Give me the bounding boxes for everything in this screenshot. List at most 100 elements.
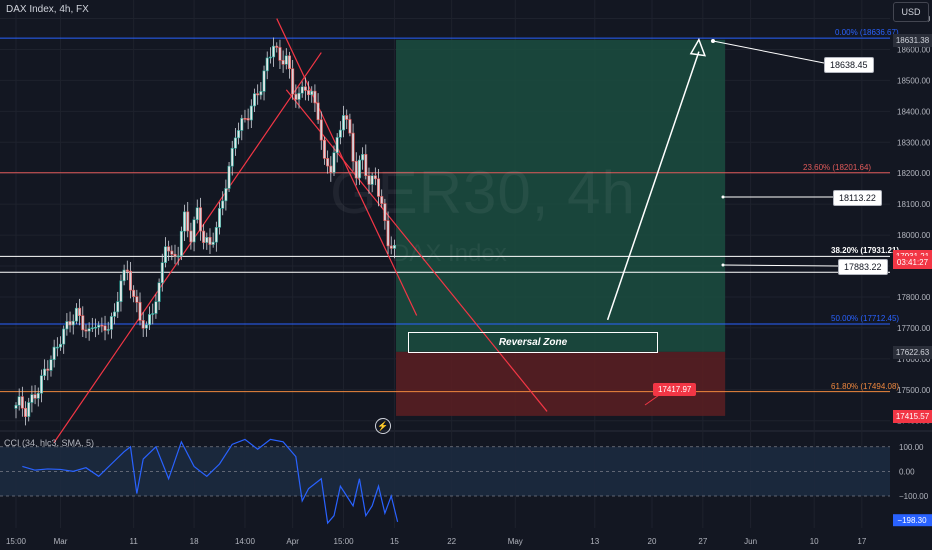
x-tick-label: 14:00 bbox=[235, 537, 256, 546]
candle-body bbox=[262, 70, 266, 92]
candle-body bbox=[351, 132, 355, 162]
candle-body bbox=[170, 250, 174, 255]
candle-body bbox=[74, 307, 78, 322]
candle-body bbox=[68, 321, 72, 326]
candle-body bbox=[230, 147, 234, 167]
x-tick-label: Apr bbox=[286, 537, 299, 546]
candle-body bbox=[367, 175, 371, 185]
y-tick-label: 18000.00 bbox=[897, 231, 931, 240]
fib-level-label: 61.80% (17494.08) bbox=[831, 381, 900, 391]
currency-button[interactable]: USD bbox=[893, 2, 929, 22]
candle-body bbox=[310, 90, 314, 96]
candle-body bbox=[39, 375, 43, 394]
candle-body bbox=[211, 241, 215, 245]
price-axis-tag: 03:41:27 bbox=[893, 256, 932, 270]
y-tick-label: 18600.00 bbox=[897, 45, 931, 54]
candle-body bbox=[14, 404, 18, 409]
entry-callout: 17883.22 bbox=[838, 259, 888, 275]
candle-body bbox=[87, 328, 91, 332]
candle-body bbox=[78, 307, 82, 316]
y-tick-label: 18100.00 bbox=[897, 200, 931, 209]
candle-body bbox=[300, 86, 304, 94]
candle-body bbox=[189, 230, 193, 243]
cci-value-text: −198.30 bbox=[897, 516, 927, 525]
x-tick-label: 15 bbox=[390, 537, 399, 546]
candle-body bbox=[106, 329, 110, 331]
arrow-head bbox=[689, 37, 707, 57]
candle-body bbox=[389, 245, 393, 249]
chart-title: DAX Index, 4h, FX bbox=[6, 4, 89, 15]
candle-body bbox=[259, 91, 263, 96]
reversal-zone-box[interactable]: Reversal Zone bbox=[408, 332, 658, 353]
price-axis-tag: 17415.57 bbox=[893, 409, 932, 423]
candle-body bbox=[173, 253, 177, 257]
watermark-subtitle: DAX Index bbox=[392, 240, 507, 267]
candle-body bbox=[122, 269, 126, 282]
fib-level-label: 23.60% (18201.64) bbox=[803, 162, 872, 172]
x-tick-label: 15:00 bbox=[334, 537, 355, 546]
y-tick-label: 17500.00 bbox=[897, 386, 931, 395]
candle-body bbox=[30, 394, 34, 403]
candle-body bbox=[71, 320, 75, 326]
candle-body bbox=[198, 207, 202, 232]
y-tick-label: 18200.00 bbox=[897, 169, 931, 178]
entry-dot bbox=[721, 263, 725, 267]
candle-body bbox=[103, 325, 107, 331]
x-tick-label: 22 bbox=[447, 537, 456, 546]
candle-body bbox=[125, 269, 129, 272]
candle-body bbox=[357, 159, 361, 179]
candle-body bbox=[303, 86, 307, 91]
candle-body bbox=[246, 118, 250, 121]
stop-flag: 17417.97 bbox=[653, 383, 697, 396]
cci-tick-label: −100.00 bbox=[899, 492, 929, 501]
price-axis-tag: 18631.38 bbox=[893, 33, 932, 47]
candle-body bbox=[240, 118, 244, 131]
cci-tick-label: 0.00 bbox=[899, 467, 915, 476]
candle-body bbox=[81, 315, 85, 331]
candle-body bbox=[100, 324, 104, 327]
candle-body bbox=[208, 237, 212, 245]
candle-body bbox=[192, 219, 196, 243]
candle-body bbox=[84, 329, 88, 332]
candle-body bbox=[297, 92, 301, 100]
candle-body bbox=[183, 211, 187, 232]
candle-body bbox=[55, 346, 59, 349]
lightning-icon[interactable]: ⚡ bbox=[375, 418, 391, 434]
candle-body bbox=[364, 154, 368, 176]
candle-body bbox=[377, 178, 381, 197]
projection-arrow bbox=[606, 51, 700, 321]
candle-body bbox=[338, 129, 342, 138]
candle-body bbox=[278, 47, 282, 61]
candle-body bbox=[214, 227, 218, 243]
candle-body bbox=[233, 137, 237, 149]
candle-body bbox=[249, 105, 253, 121]
candle-body bbox=[144, 324, 148, 329]
candle-body bbox=[342, 115, 346, 131]
candle-body bbox=[237, 130, 241, 139]
mid-callout: 18113.22 bbox=[833, 190, 882, 206]
candle-body bbox=[281, 60, 285, 65]
x-tick-label: 15:00 bbox=[6, 537, 27, 546]
y-tick-label: 18400.00 bbox=[897, 107, 931, 116]
candle-body bbox=[163, 246, 167, 263]
candle-body bbox=[294, 93, 298, 100]
candle-body bbox=[383, 203, 387, 221]
mid-dot bbox=[721, 195, 725, 199]
cci-indicator-label: CCI (34, hlc3, SMA, 5) bbox=[4, 438, 95, 448]
candle-body bbox=[36, 392, 40, 399]
candle-body bbox=[59, 343, 63, 348]
candle-body bbox=[373, 175, 377, 180]
y-tick-label: 18500.00 bbox=[897, 76, 931, 85]
fib-level-label: 38.20% (17931.21) bbox=[831, 246, 900, 256]
y-tick-label: 18300.00 bbox=[897, 138, 931, 147]
target-leader bbox=[712, 40, 825, 64]
channel-lower-line bbox=[285, 89, 548, 412]
y-tick-label: 17600.00 bbox=[897, 355, 931, 364]
candle-body bbox=[380, 196, 384, 204]
candle-body bbox=[227, 165, 231, 189]
candle-body bbox=[65, 321, 69, 330]
candle-body bbox=[316, 102, 320, 121]
candle-body bbox=[116, 301, 120, 313]
candle-body bbox=[97, 324, 101, 328]
